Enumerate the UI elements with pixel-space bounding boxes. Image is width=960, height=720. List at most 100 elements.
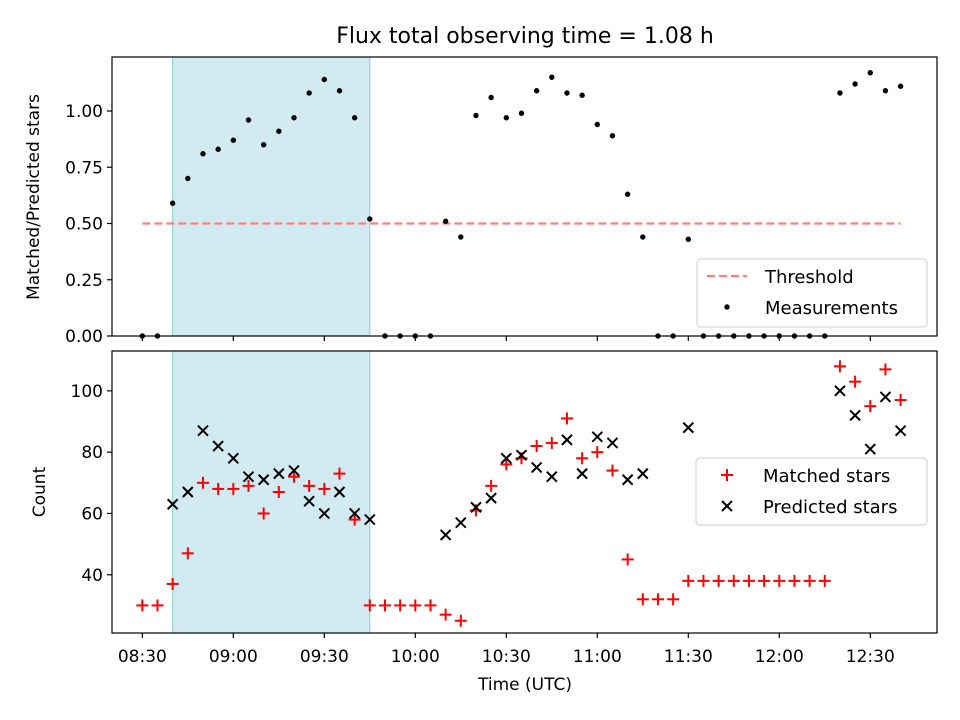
matched-star-point (788, 574, 801, 587)
matched-legend-swatch (721, 469, 733, 481)
count-panel: 40 60 80 100 08:30 09:00 09:30 10:00 10:30 11:00… (30, 350, 938, 695)
predicted-star-point (894, 424, 907, 437)
measurement-point (230, 137, 237, 143)
measurement-point (549, 74, 555, 80)
predicted-star-point (288, 464, 300, 477)
matched-star-point (560, 412, 573, 425)
matched-star-point (242, 479, 255, 492)
x-tick-label: 08:30 (118, 647, 167, 667)
measurement-point (594, 121, 600, 128)
count-shaded-span (172, 350, 371, 634)
measurement-point (503, 115, 510, 121)
matched-star-point (742, 574, 755, 587)
matched-star-point (773, 574, 786, 587)
matched-star-point (879, 363, 892, 376)
matched-star-point (591, 446, 604, 459)
measurement-point (367, 216, 373, 222)
predicted-star-point (348, 507, 361, 520)
matched-star-point (621, 553, 634, 566)
matched-star-point (667, 593, 680, 606)
x-tick-label: 10:30 (482, 647, 531, 667)
matched-star-point (166, 577, 179, 590)
matched-star-point (833, 360, 846, 373)
measurement-point (837, 90, 843, 96)
matched-star-point (894, 394, 907, 407)
predicted-star-point (333, 486, 346, 498)
predicted-star-point (257, 474, 270, 486)
matched-star-point (818, 574, 831, 587)
measurement-point (867, 70, 873, 76)
ratio-legend-box (696, 258, 928, 328)
measurement-point (640, 234, 646, 240)
predicted-star-point (606, 437, 619, 449)
measurement-point (473, 112, 479, 119)
matched-star-point (287, 470, 300, 483)
measurement-point (200, 151, 206, 157)
matched-star-point (318, 482, 331, 495)
measurements-legend-swatch (724, 304, 730, 310)
matched-star-point (409, 599, 422, 612)
predicted-star-point (318, 507, 331, 520)
matched-star-point (303, 479, 316, 492)
matched-star-point (363, 599, 376, 612)
count-legend-box (695, 457, 928, 526)
measurement-point (336, 88, 343, 94)
predicted-star-point (439, 529, 452, 541)
measurements-legend-label: Measurements (765, 298, 898, 319)
predicted-star-point (682, 421, 694, 434)
measurement-point (169, 200, 176, 206)
measurement-point (260, 142, 267, 148)
measurement-point (533, 88, 540, 94)
predicted-star-point (470, 501, 482, 514)
measurement-point (852, 81, 858, 87)
measurement-point (518, 110, 525, 116)
matched-star-point (212, 482, 225, 495)
measurement-point (185, 175, 191, 182)
predicted-star-point (242, 470, 255, 483)
ratio-y-axis-label: Matched/Predicted stars (24, 94, 44, 300)
measurement-point (215, 146, 221, 152)
chart-title: Flux total observing time = 1.08 h (336, 24, 714, 49)
predicted-star-point (227, 452, 240, 464)
matched-star-point (196, 476, 209, 489)
matched-star-point (576, 452, 589, 465)
matched-star-point (530, 440, 543, 453)
ratio-panel: 0.00 0.25 0.50 0.75 1.00 Matched/Predicted s… (24, 56, 938, 347)
measurement-point (306, 90, 312, 96)
predicted-star-point (530, 461, 543, 474)
predicted-star-point (834, 385, 846, 397)
predicted-star-point (303, 495, 315, 507)
matched-star-point (181, 547, 194, 560)
x-tick-label: 09:30 (300, 647, 349, 667)
matched-star-point (136, 599, 149, 612)
matched-star-point (545, 436, 558, 449)
x-tick-label: 12:30 (846, 647, 895, 667)
matched-star-point (227, 482, 240, 495)
predicted-star-point (621, 474, 634, 486)
matched-legend-label: Matched stars (763, 466, 890, 487)
matched-star-point (272, 486, 285, 498)
measurement-point (609, 133, 616, 139)
measurement-point (351, 115, 358, 121)
ratio-axes-frame (111, 56, 938, 337)
measurement-point (488, 94, 494, 101)
ratio-y-tick-label: 0.00 (65, 327, 103, 347)
measurement-point (442, 218, 449, 224)
matched-star-point (439, 608, 452, 621)
matched-star-point (348, 513, 361, 526)
matched-star-point (864, 400, 877, 413)
x-axis-label: Time (UTC) (477, 675, 572, 695)
predicted-star-point (273, 467, 285, 480)
predicted-star-point (561, 434, 573, 446)
predicted-star-point (864, 443, 876, 455)
ratio-shaded-span (172, 56, 371, 337)
count-y-axis-label: Count (30, 466, 50, 517)
predicted-star-point (212, 440, 224, 452)
predicted-star-point (455, 516, 467, 529)
predicted-star-point (637, 467, 649, 480)
predicted-star-point (364, 513, 376, 526)
predicted-star-point (500, 452, 513, 464)
ratio-y-tick-label: 1.00 (65, 102, 103, 122)
matched-star-point (636, 593, 649, 606)
